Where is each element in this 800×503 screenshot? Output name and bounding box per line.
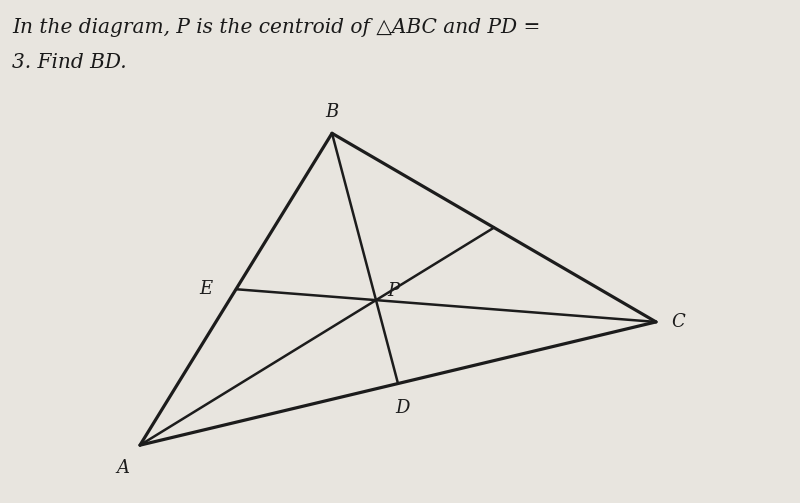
Text: In the diagram, P is the centroid of △ABC and PD =: In the diagram, P is the centroid of △AB… (12, 18, 540, 37)
Text: P: P (387, 282, 400, 300)
Text: A: A (116, 459, 129, 477)
Text: D: D (395, 399, 409, 416)
Text: 3. Find BD.: 3. Find BD. (12, 53, 126, 72)
Text: E: E (199, 280, 212, 298)
Text: C: C (671, 313, 686, 331)
Text: B: B (326, 103, 338, 121)
